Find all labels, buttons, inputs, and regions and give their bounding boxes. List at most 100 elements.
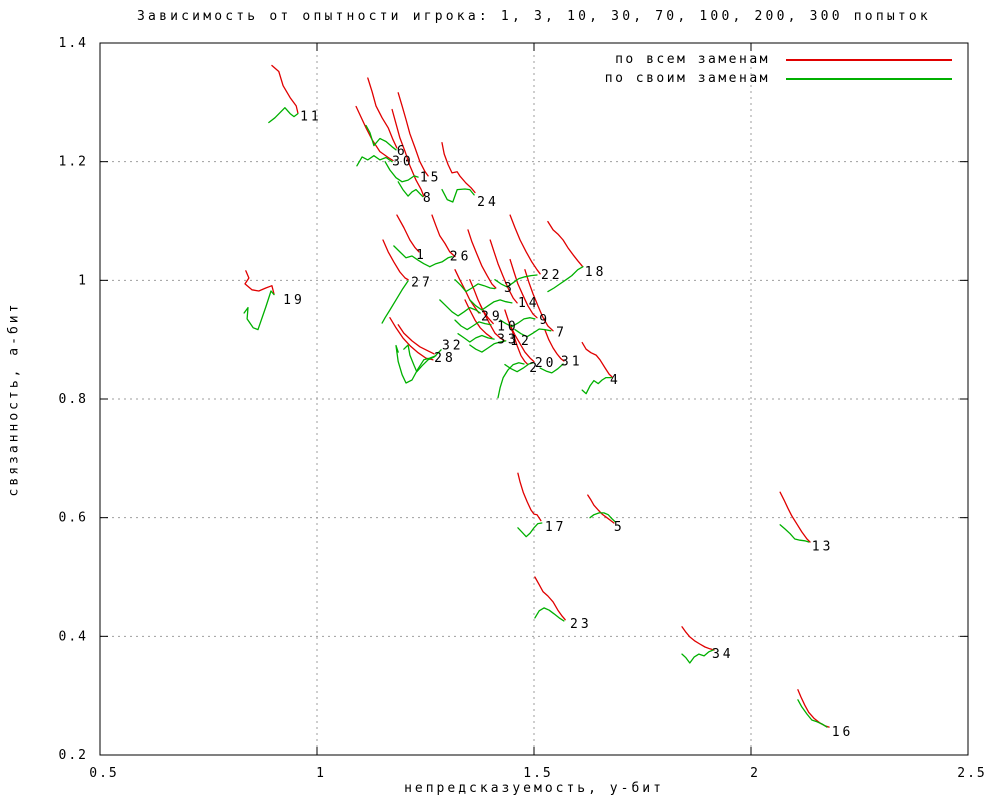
player-8-own-line [397, 181, 424, 198]
player-15-label: 15 [420, 171, 442, 186]
player-6-own-line [365, 124, 397, 151]
player-22-all-line [509, 214, 541, 275]
y-tick-label: 1.4 [59, 36, 88, 51]
x-tick-label: 0.5 [89, 766, 118, 781]
player-13-label: 13 [812, 540, 834, 555]
player-27-own-line [381, 280, 409, 324]
player-29-own-line [439, 299, 481, 317]
player-3-label: 3 [504, 281, 515, 296]
player-3-all-line [467, 229, 497, 289]
player-14-all-line [489, 239, 518, 304]
player-12-all-line [479, 304, 506, 342]
player-6-all-line [367, 77, 398, 149]
player-4-all-line [581, 341, 613, 378]
player-34-label: 34 [712, 647, 734, 662]
player-30-label: 30 [392, 155, 414, 170]
legend-line-green [786, 77, 952, 80]
legend-item-own-replacements: по своим заменам [605, 69, 952, 88]
legend-label-all-replacements: по всем заменам [615, 52, 770, 67]
player-11-own-line [268, 107, 299, 124]
player-17-label: 17 [545, 520, 567, 535]
y-tick-label: 1 [78, 273, 88, 288]
player-7-own-line [514, 328, 552, 338]
legend: по всем заменам по своим заменам [605, 50, 952, 88]
y-tick-label: 1.2 [59, 155, 88, 170]
player-31-own-line [539, 363, 564, 374]
player-34-own-line [681, 649, 714, 664]
player-11-all-line [271, 64, 299, 114]
player-17-all-line [517, 472, 542, 522]
player-10-own-line [454, 319, 492, 331]
player-29-all-line [454, 269, 480, 314]
player-24-label: 24 [477, 195, 499, 210]
player-15-all-line [397, 92, 429, 177]
player-2-own-line [497, 362, 525, 399]
player-28-own-line [395, 344, 437, 384]
player-23-all-line [534, 576, 566, 621]
player-14-label: 14 [518, 296, 540, 311]
player-9-label: 9 [539, 313, 550, 328]
legend-item-all-replacements: по всем заменам [605, 50, 952, 69]
x-tick-label: 1.5 [523, 766, 552, 781]
x-axis-label: непредсказуемость, у-бит [404, 781, 664, 796]
player-26-all-line [431, 214, 456, 258]
player-7-all-line [524, 269, 554, 332]
player-15-own-line [384, 161, 419, 183]
player-17-own-line [517, 522, 543, 538]
player-18-label: 18 [585, 265, 607, 280]
player-26-own-line [429, 255, 453, 268]
y-tick-label: 0.8 [59, 392, 88, 407]
player-3-own-line [454, 279, 496, 293]
player-22-own-line [494, 274, 538, 288]
player-16-own-line [797, 699, 828, 728]
y-axis-label: связанность, а-бит [6, 301, 22, 497]
player-31-all-line [544, 328, 565, 362]
player-19-own-line [243, 290, 275, 331]
player-5-all-line [587, 494, 615, 524]
player-18-own-line [547, 266, 584, 293]
player-8-all-line [391, 108, 425, 197]
player-19-all-line [244, 270, 275, 295]
legend-line-red [786, 58, 952, 61]
player-23-label: 23 [570, 617, 592, 632]
player-26-label: 26 [450, 250, 472, 265]
player-1-all-line [396, 214, 420, 253]
player-4-own-line [581, 376, 612, 395]
legend-label-own-replacements: по своим заменам [604, 71, 770, 86]
player-11-label: 11 [300, 110, 322, 125]
chart-title: Зависимость от опытности игрока: 1, 3, 1… [137, 9, 931, 24]
player-32-label: 32 [442, 339, 464, 354]
player-27-label: 27 [411, 276, 433, 291]
player-23-own-line [534, 607, 565, 622]
player-13-own-line [779, 524, 810, 543]
player-8-label: 8 [423, 191, 434, 206]
player-20-own-line [504, 362, 534, 373]
player-7-label: 7 [556, 326, 567, 341]
player-33-own-line [457, 333, 495, 343]
y-tick-label: 0.6 [59, 511, 88, 526]
player-1-label: 1 [416, 248, 427, 263]
player-12-label: 12 [510, 334, 532, 349]
player-20-all-line [509, 324, 535, 363]
player-1-own-line [393, 245, 431, 268]
player-6-label: 6 [397, 144, 408, 159]
y-tick-label: 0.2 [59, 748, 88, 763]
player-18-all-line [547, 220, 583, 267]
player-28-all-line [389, 317, 434, 361]
player-27-all-line [382, 239, 409, 281]
x-tick-label: 2 [750, 766, 760, 781]
player-31-label: 31 [561, 355, 583, 370]
y-tick-label: 0.4 [59, 629, 88, 644]
player-19-label: 19 [283, 293, 305, 308]
player-2-all-line [504, 309, 529, 366]
player-9-own-line [499, 317, 536, 328]
x-tick-label: 1 [316, 766, 326, 781]
player-13-all-line [779, 491, 811, 543]
player-32-all-line [397, 324, 435, 355]
x-tick-label: 2.5 [957, 766, 986, 781]
player-24-all-line [441, 142, 476, 194]
player-34-all-line [681, 626, 715, 651]
player-32-own-line [403, 344, 442, 373]
